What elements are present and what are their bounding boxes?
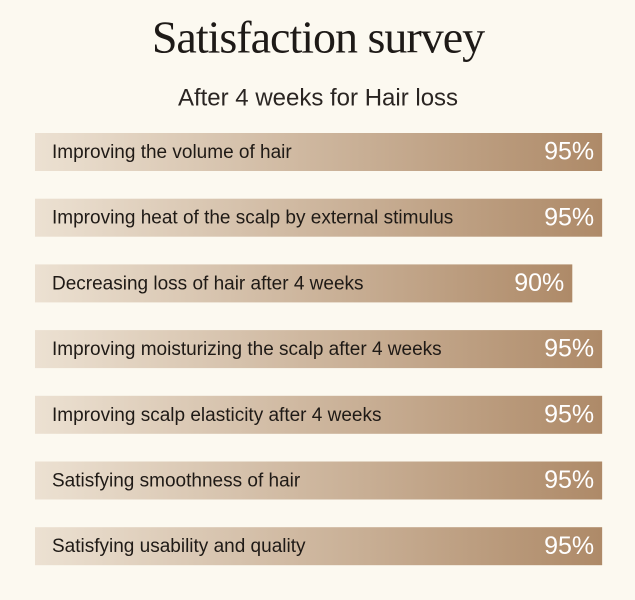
bar [35,198,603,237]
value-label: 95% [544,335,594,363]
category-label: Satisfying smoothness of hair [52,471,301,492]
value-label: 95% [544,532,594,560]
value-label: 90% [514,269,564,297]
category-label: Improving the volume of hair [52,142,292,163]
chart-subtitle: After 4 weeks for Hair loss [178,84,458,111]
chart-title: Satisfaction survey [152,12,485,63]
category-label: Decreasing loss of hair after 4 weeks [52,273,364,294]
value-label: 95% [544,138,594,166]
bar [35,264,573,303]
category-label: Improving heat of the scalp by external … [52,208,453,229]
bar [35,395,603,434]
value-label: 95% [544,203,594,231]
category-label: Improving moisturizing the scalp after 4… [52,339,442,360]
bar [35,330,603,369]
category-label: Improving scalp elasticity after 4 weeks [52,405,381,426]
bar [35,527,603,566]
value-label: 95% [544,466,594,494]
value-label: 95% [544,400,594,428]
bar [35,133,603,171]
category-label: Satisfying usability and quality [52,536,306,557]
bar [35,461,603,500]
